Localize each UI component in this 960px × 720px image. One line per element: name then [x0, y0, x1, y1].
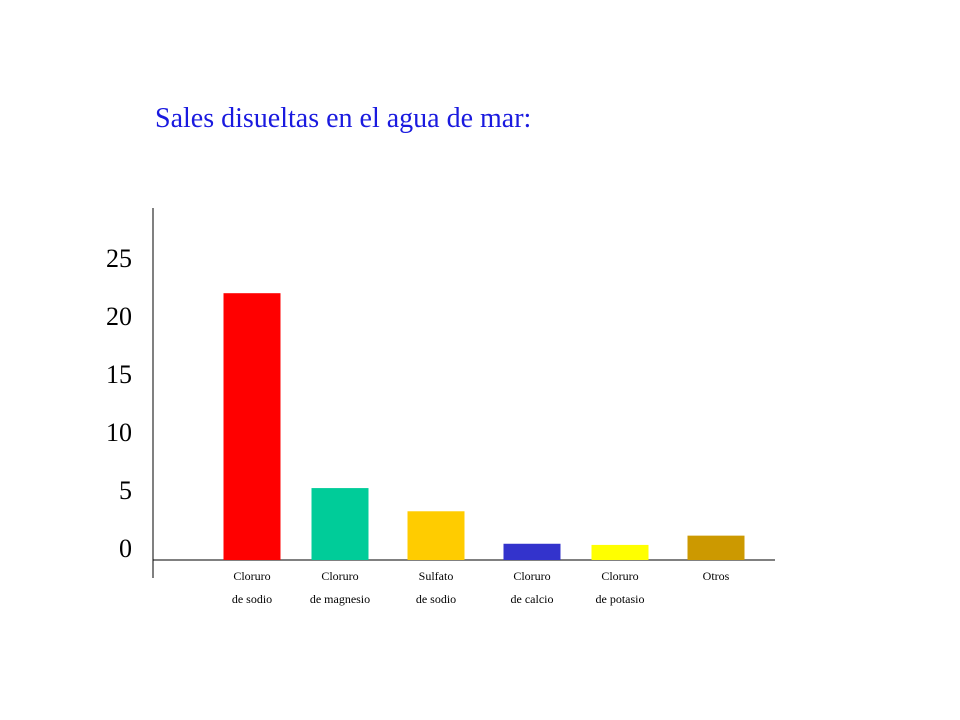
x-tick-label: Cloruro	[513, 569, 550, 583]
x-tick-label: de magnesio	[310, 592, 370, 606]
bar	[407, 511, 465, 560]
x-tick-label: Cloruro	[233, 569, 270, 583]
bar	[223, 293, 281, 560]
x-tick-label: de sodio	[232, 592, 272, 606]
bar	[687, 535, 745, 560]
x-tick-labels: Cloruro de sodio Cloruro de magnesio Sulfato…	[232, 569, 730, 606]
y-tick-label: 5	[119, 476, 132, 505]
bar	[591, 544, 649, 560]
y-tick-label: 20	[106, 302, 132, 331]
x-tick-label: Sulfato	[419, 569, 454, 583]
x-tick-label: Cloruro	[601, 569, 638, 583]
x-tick-label: Otros	[703, 569, 730, 583]
x-tick-label: de calcio	[511, 592, 554, 606]
y-tick-label: 10	[106, 418, 132, 447]
x-tick-label: Cloruro	[321, 569, 358, 583]
chart-title: Sales disueltas en el agua de mar:	[155, 103, 532, 134]
y-tick-label: 0	[119, 534, 132, 563]
y-tick-labels: 0 5 10 15 20 25	[106, 244, 132, 563]
x-tick-label: de potasio	[596, 592, 645, 606]
x-tick-label: de sodio	[416, 592, 456, 606]
y-tick-label: 25	[106, 244, 132, 273]
bars	[223, 293, 745, 560]
y-tick-label: 15	[106, 360, 132, 389]
bar	[311, 488, 369, 560]
bar	[503, 543, 561, 560]
